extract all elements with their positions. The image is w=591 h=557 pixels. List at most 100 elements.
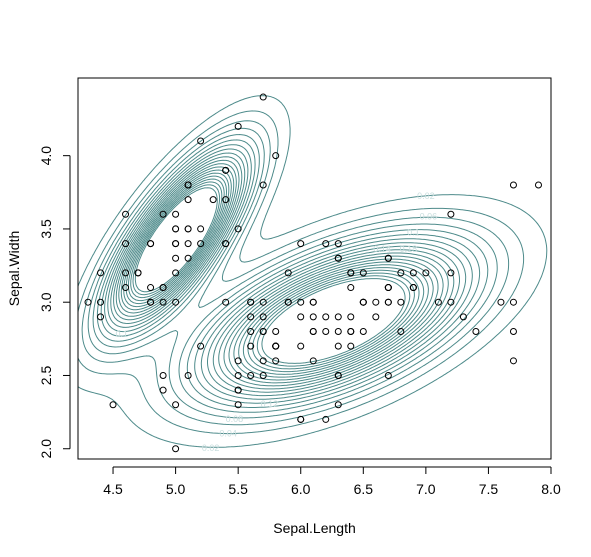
data-point [509,181,517,189]
data-point [222,196,230,204]
data-point [309,298,317,306]
data-point [172,240,180,248]
contour-line [113,159,449,390]
data-point [459,313,467,321]
data-point [434,298,442,306]
data-point [159,284,167,292]
contour-line [87,127,498,419]
x-tick-label: 7.0 [416,481,436,497]
data-point [422,269,430,277]
data-point [247,371,255,379]
data-point [409,284,417,292]
contour-line [104,148,467,400]
contour-labels: 0.020.060.10.14 0.180.020.040.080.120.1 [116,191,438,453]
data-point [272,328,280,336]
data-point [309,357,317,365]
data-point [297,415,305,423]
data-point [159,298,167,306]
contour-line [77,95,548,448]
data-point [97,269,105,277]
data-point [372,313,380,321]
data-point [447,210,455,218]
data-point [184,371,192,379]
data-point [234,401,242,409]
data-point [247,313,255,321]
data-point [497,298,505,306]
data-point [322,328,330,336]
data-point [184,240,192,248]
data-point [322,313,330,321]
contour-line [115,163,444,387]
data-point [297,240,305,248]
density-contours [77,95,548,448]
x-tick-label: 6.5 [354,481,374,497]
x-tick-label: 5.5 [228,481,248,497]
data-point [409,269,417,277]
data-point [159,371,167,379]
data-point [247,328,255,336]
data-point [334,240,342,248]
data-point [259,298,267,306]
data-point [172,210,180,218]
contour-line [123,172,429,378]
data-point [147,284,155,292]
data-point [172,401,180,409]
y-axis-label: Sepal.Width [6,231,22,306]
data-point [334,371,342,379]
contour-line [125,175,425,375]
data-point [222,166,230,174]
data-point [134,269,142,277]
data-point [109,401,117,409]
data-point [147,298,155,306]
contour-level-label: 0.1 [407,228,420,238]
y-tick-label: 3.5 [38,219,54,239]
data-point [172,269,180,277]
data-point [147,240,155,248]
data-point [84,298,92,306]
x-tick-label: 4.5 [103,481,123,497]
data-point [334,342,342,350]
data-point [159,386,167,394]
data-point [347,313,355,321]
contour-level-label: 0.06 [420,212,438,222]
contour-line [92,134,489,413]
y-axis: 2.0 2.5 3.0 3.5 4.0 [38,146,71,459]
data-point [259,371,267,379]
data-point [159,210,167,218]
data-point [259,328,267,336]
data-point [172,254,180,262]
data-point [284,298,292,306]
data-point [234,371,242,379]
data-point [397,298,405,306]
data-point [122,240,130,248]
data-point [384,371,392,379]
y-tick-label: 4.0 [38,146,54,166]
data-point [172,298,180,306]
data-point [172,225,180,233]
y-tick-label: 2.0 [38,439,54,459]
data-point [447,269,455,277]
data-point [334,254,342,262]
data-point [347,342,355,350]
x-tick-label: 8.0 [541,481,561,497]
contour-level-label: 0.02 [202,443,220,453]
data-point [509,357,517,365]
contour-line [130,181,415,370]
contour-level-label: 0.02 [417,191,435,201]
data-point [272,357,280,365]
data-point [347,328,355,336]
data-point [334,401,342,409]
data-point [334,328,342,336]
data-point [272,152,280,160]
x-axis: 4.5 5.0 5.5 6.0 6.5 7.0 7.5 8.0 [103,466,561,497]
data-point [322,415,330,423]
y-tick-label: 3.0 [38,292,54,312]
contour-level-label: 0.14 [373,244,391,254]
data-point [372,298,380,306]
data-point [209,196,217,204]
data-point [509,298,517,306]
plot-frame [77,77,552,460]
data-point [297,298,305,306]
